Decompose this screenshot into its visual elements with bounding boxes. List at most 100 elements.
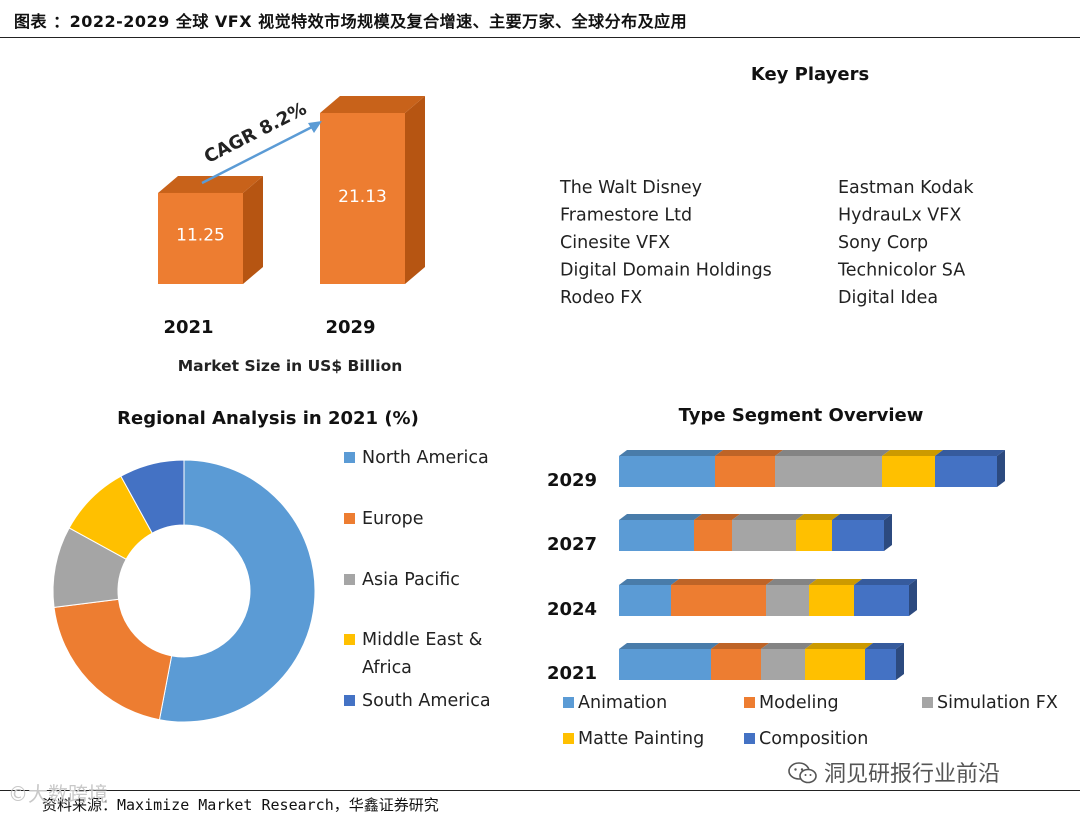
segment-bar-top: [832, 514, 892, 520]
segment-bar: [775, 456, 882, 487]
donut-legend-swatch: [344, 513, 355, 524]
market-year-label: 2029: [325, 317, 375, 338]
segment-bar-top: [619, 450, 723, 456]
type-segment-chart: Type Segment Overview 2029 2027 2024 2021 Ani…: [547, 405, 1058, 749]
donut-legend-label: Europe: [362, 509, 424, 529]
donut-legend-swatch: [344, 634, 355, 645]
donut-legend-label: South America: [362, 691, 491, 711]
segment-bar: [865, 649, 896, 680]
segment-bar-top: [935, 450, 1005, 456]
donut-legend-swatch: [344, 452, 355, 463]
market-bar-side: [243, 175, 263, 284]
key-player-name: Sony Corp: [838, 233, 928, 253]
segment-legend-label: Composition: [759, 729, 868, 749]
segment-bar: [766, 585, 809, 616]
key-player-name: Framestore Ltd: [560, 206, 692, 226]
segment-bar: [796, 520, 832, 551]
donut-slice: [120, 459, 185, 534]
segment-bar-top: [711, 643, 769, 649]
segment-bar-top: [694, 514, 740, 520]
segment-bar: [761, 649, 805, 680]
segment-bar: [619, 585, 671, 616]
donut-legend-label: North America: [362, 448, 489, 468]
donut-legend-label: Africa: [362, 658, 412, 678]
regional-donut-chart: Regional Analysis in 2021 (%) North Ameri…: [52, 408, 491, 723]
segment-bar: [619, 649, 711, 680]
cagr-annotation: CAGR 8.2%: [201, 98, 310, 168]
segment-bar-top: [854, 579, 917, 585]
segment-bar: [619, 520, 694, 551]
infographic-canvas: 11.25 2021 21.13 2029 CAGR 8.2% Market Size i…: [52, 64, 1058, 749]
cagr-arrow-line: [201, 125, 313, 185]
segment-bar-top: [619, 514, 702, 520]
segment-legend-label: Modeling: [759, 693, 839, 713]
segment-bar: [715, 456, 775, 487]
segment-bar-top: [805, 643, 873, 649]
segment-bar: [935, 456, 997, 487]
segment-bar-top: [732, 514, 804, 520]
market-bar-value-label: 21.13: [338, 187, 387, 207]
segment-legend-swatch: [563, 697, 574, 708]
segment-bar-top: [809, 579, 862, 585]
market-bar-top: [158, 175, 263, 193]
segment-bar: [671, 585, 766, 616]
segment-legend-swatch: [922, 697, 933, 708]
segment-bar-top: [619, 643, 719, 649]
key-player-name: HydrauLx VFX: [838, 206, 961, 226]
market-bar-value-label: 11.25: [176, 225, 225, 245]
footer-divider: [0, 790, 1080, 791]
vfx-market-infographic: 11.25 2021 21.13 2029 CAGR 8.2% Market Size i…: [0, 40, 1080, 790]
segment-year-label: 2027: [547, 534, 597, 555]
watermark-right: 洞见研报行业前沿: [788, 756, 1000, 788]
watermark-right-text: 洞见研报行业前沿: [824, 762, 1001, 787]
segment-bar: [805, 649, 865, 680]
key-player-name: Technicolor SA: [837, 261, 965, 281]
segment-bar: [711, 649, 761, 680]
segment-bar: [832, 520, 884, 551]
market-size-chart: 11.25 2021 21.13 2029 CAGR 8.2% Market Size i…: [158, 96, 425, 375]
donut-title: Regional Analysis in 2021 (%): [117, 408, 419, 429]
segment-bar-top: [715, 450, 783, 456]
key-player-name: Eastman Kodak: [838, 178, 974, 198]
segment-bar: [732, 520, 796, 551]
segment-bar: [809, 585, 854, 616]
segment-legend-swatch: [563, 733, 574, 744]
segment-chart-title: Type Segment Overview: [679, 405, 924, 426]
header-divider: [0, 37, 1080, 38]
segment-legend-label: Animation: [578, 693, 667, 713]
donut-legend-label: Middle East &: [362, 630, 483, 650]
wechat-icon: [788, 762, 818, 784]
segment-legend-swatch: [744, 697, 755, 708]
donut-legend-swatch: [344, 574, 355, 585]
report-header: 图表 ：2022-2029 全球 VFX 视觉特效市场规模及复合增速、主要万家、…: [0, 0, 1080, 40]
donut-legend-swatch: [344, 695, 355, 706]
market-bar-top: [320, 96, 425, 113]
segment-bar-top: [619, 579, 679, 585]
report-footer: 资料来源：Maximize Market Research，华鑫证券研究: [0, 790, 1080, 817]
key-players-title: Key Players: [751, 64, 869, 85]
segment-legend-swatch: [744, 733, 755, 744]
segment-bar-top: [775, 450, 890, 456]
segment-bar-top: [882, 450, 943, 456]
segment-bar-side: [997, 450, 1005, 487]
key-player-name: The Walt Disney: [559, 178, 702, 198]
segment-bar: [882, 456, 935, 487]
figure-caption: 图表 ：2022-2029 全球 VFX 视觉特效市场规模及复合增速、主要万家、…: [14, 12, 688, 31]
source-note: 资料来源：Maximize Market Research，华鑫证券研究: [42, 796, 439, 814]
market-bar-side: [405, 96, 425, 284]
donut-legend-label: Asia Pacific: [362, 570, 460, 590]
segment-year-label: 2024: [547, 599, 597, 620]
key-player-name: Rodeo FX: [560, 288, 642, 308]
segment-bar-side: [884, 514, 892, 551]
key-player-name: Cinesite VFX: [560, 233, 670, 253]
donut-slice: [158, 459, 316, 723]
segment-legend-label: Matte Painting: [578, 729, 704, 749]
key-players-panel: Key Players The Walt Disney Framestore Ltd…: [559, 64, 974, 308]
market-size-axis-label: Market Size in US$ Billion: [178, 357, 403, 375]
segment-year-label: 2021: [547, 663, 597, 684]
segment-year-label: 2029: [547, 470, 597, 491]
market-bar: [320, 113, 405, 284]
donut-slice: [53, 598, 173, 721]
key-player-name: Digital Domain Holdings: [560, 261, 772, 281]
segment-legend-label: Simulation FX: [937, 693, 1058, 713]
